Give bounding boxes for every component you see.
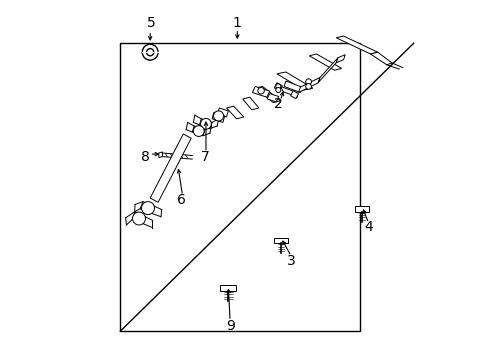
Polygon shape [150,134,191,202]
Polygon shape [133,212,143,223]
Polygon shape [140,202,153,213]
Polygon shape [284,81,302,93]
Polygon shape [370,52,391,65]
Circle shape [305,84,311,89]
Circle shape [193,126,204,136]
Circle shape [146,49,153,56]
Polygon shape [266,94,278,102]
Circle shape [275,84,280,89]
Polygon shape [336,36,377,54]
Circle shape [141,202,154,215]
Circle shape [257,87,264,94]
Text: 7: 7 [200,150,209,163]
Circle shape [213,111,223,121]
Polygon shape [290,91,298,99]
Bar [120,43,359,331]
Polygon shape [217,108,228,117]
Circle shape [142,44,158,60]
Polygon shape [252,86,269,97]
Polygon shape [242,97,258,110]
Polygon shape [309,54,341,70]
Text: 5: 5 [146,17,155,30]
Circle shape [305,79,311,85]
Polygon shape [298,77,320,93]
Text: 9: 9 [225,319,234,333]
Polygon shape [355,206,368,212]
Polygon shape [220,285,236,291]
Text: 6: 6 [177,193,185,207]
Polygon shape [274,83,282,91]
Polygon shape [212,112,224,122]
Polygon shape [226,106,244,119]
Polygon shape [276,72,312,90]
Polygon shape [280,86,297,97]
Polygon shape [318,58,337,82]
Text: 1: 1 [232,17,241,30]
Text: 2: 2 [274,98,283,111]
Polygon shape [159,152,162,158]
Circle shape [200,118,211,129]
Polygon shape [192,126,204,136]
Polygon shape [274,238,287,243]
Polygon shape [199,119,212,129]
Polygon shape [336,55,345,63]
Circle shape [275,87,280,93]
Text: 4: 4 [364,220,372,234]
Text: 8: 8 [141,150,150,163]
Polygon shape [255,86,280,103]
Text: 3: 3 [286,254,295,268]
Circle shape [132,212,145,225]
